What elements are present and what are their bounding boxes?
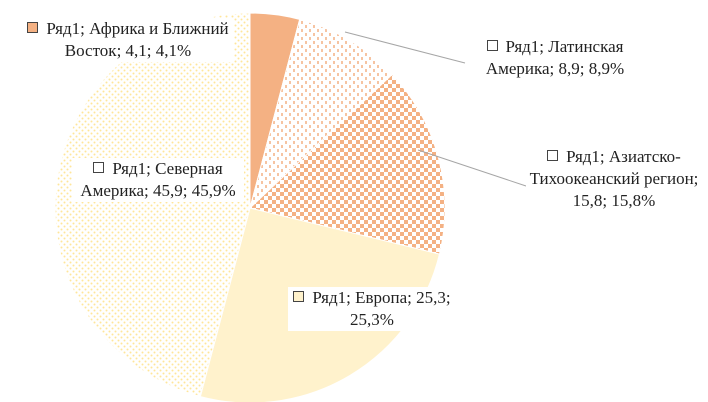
leader-line <box>344 31 466 64</box>
label-key <box>93 162 105 173</box>
pie-slice <box>248 73 446 255</box>
pie-slice <box>249 18 393 210</box>
leader-line <box>417 149 527 187</box>
data-label: Ряд1; Северная Америка; 45,9; 45,9% <box>72 158 244 202</box>
label-text: Ряд1; Северная Америка; 45,9; 45,9% <box>80 159 236 200</box>
data-label: Ряд1; Европа; 25,3; 25,3% <box>288 287 456 331</box>
data-label: Ряд1; Азиатско-Тихоокеанский регион; 15,… <box>526 146 702 212</box>
label-key <box>293 291 305 302</box>
label-text: Ряд1; Латинская Америка; 8,9; 8,9% <box>485 37 625 78</box>
label-key <box>547 150 559 161</box>
label-text: Ряд1; Африка и Ближний Восток; 4,1; 4,1% <box>46 19 229 60</box>
label-text: Ряд1; Азиатско-Тихоокеанский регион; 15,… <box>529 147 699 210</box>
label-key <box>27 22 39 33</box>
data-label: Ряд1; Латинская Америка; 8,9; 8,9% <box>470 36 640 80</box>
label-key <box>486 40 498 51</box>
data-label: Ряд1; Африка и Ближний Восток; 4,1; 4,1% <box>22 18 234 62</box>
label-text: Ряд1; Европа; 25,3; 25,3% <box>312 288 451 329</box>
